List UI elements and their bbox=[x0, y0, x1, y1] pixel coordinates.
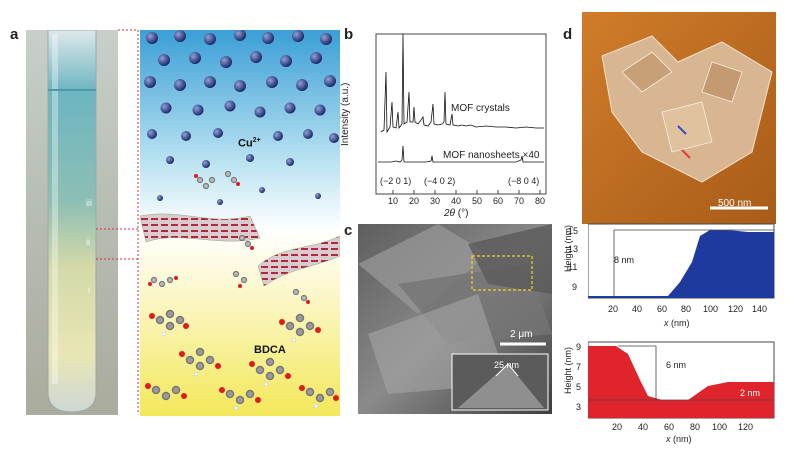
panel-a-label: a bbox=[10, 26, 19, 43]
height-profile-1 bbox=[588, 223, 775, 299]
profile2-xtick-40: 40 bbox=[638, 422, 649, 432]
xrd-tick-50: 50 bbox=[472, 196, 483, 206]
profile1-ytick-13: 13 bbox=[568, 244, 579, 254]
legend-mof-crystals: MOF crystals bbox=[451, 103, 510, 114]
xrd-ylabel: Intensity (a.u.) bbox=[340, 82, 351, 146]
profile1-xtick-20: 20 bbox=[608, 304, 619, 314]
profile2-xtick-80: 80 bbox=[690, 422, 701, 432]
xrd-tick-70: 70 bbox=[514, 196, 525, 206]
sem-image bbox=[358, 224, 552, 414]
profile2-ytick-7: 7 bbox=[576, 362, 582, 372]
profile2-xtick-120: 120 bbox=[738, 422, 754, 432]
scheme-ion-label: Cu2+ bbox=[238, 137, 261, 150]
peak-label-201: (−2 0 1) bbox=[380, 176, 412, 186]
test-tube-photo bbox=[26, 30, 118, 415]
profile2-xtick-20: 20 bbox=[612, 422, 623, 432]
panel-b-label: b bbox=[344, 26, 354, 43]
profile1-xtick-60: 60 bbox=[657, 304, 668, 314]
profile1-xtick-40: 40 bbox=[632, 304, 643, 314]
profile1-xtick-100: 100 bbox=[703, 304, 719, 314]
xrd-tick-60: 60 bbox=[493, 196, 504, 206]
tube-label-ii: ii bbox=[86, 237, 90, 247]
xrd-tick-40: 40 bbox=[451, 196, 462, 206]
profile2-ylabel: Height (nm) bbox=[563, 346, 573, 394]
scheme-linker-label: BDCA bbox=[254, 344, 286, 356]
peak-label-402: (−4 0 2) bbox=[424, 176, 456, 186]
sem-inset-label: 25 nm bbox=[494, 360, 520, 370]
tube-label-i: i bbox=[88, 285, 90, 295]
tube-label-iii: iii bbox=[86, 198, 92, 208]
profile2-annotation-6nm: 6 nm bbox=[666, 360, 687, 370]
profile2-ytick-9: 9 bbox=[576, 342, 582, 352]
profile2-xlabel: x (nm) bbox=[666, 434, 692, 444]
cu-ions bbox=[144, 30, 339, 205]
afm-image bbox=[582, 12, 776, 224]
bdca-molecules bbox=[145, 309, 339, 411]
sem-scalebar-label: 2 μm bbox=[510, 329, 533, 340]
peak-label-804: (−8 0 4) bbox=[508, 176, 540, 186]
profile1-xtick-140: 140 bbox=[752, 304, 768, 314]
profile1-xtick-120: 120 bbox=[728, 304, 744, 314]
xrd-xlabel: 2θ (°) bbox=[444, 208, 469, 219]
height-profile-2 bbox=[588, 341, 775, 419]
xrd-chart bbox=[375, 33, 547, 195]
profile2-ytick-3: 3 bbox=[576, 402, 582, 412]
xrd-tick-30: 30 bbox=[430, 196, 441, 206]
legend-mof-nanosheets: MOF nanosheets ×40 bbox=[443, 150, 540, 161]
panel-d-label: d bbox=[563, 26, 573, 43]
xrd-tick-10: 10 bbox=[388, 196, 399, 206]
growth-scheme bbox=[140, 30, 340, 416]
profile1-ylabel: Height (nm) bbox=[563, 224, 573, 272]
afm-scalebar-label: 500 nm bbox=[718, 198, 752, 209]
panel-c-label: c bbox=[344, 222, 353, 239]
profile2-xtick-100: 100 bbox=[712, 422, 728, 432]
profile1-xtick-80: 80 bbox=[681, 304, 692, 314]
xrd-tick-20: 20 bbox=[409, 196, 420, 206]
xrd-tick-80: 80 bbox=[535, 196, 546, 206]
profile1-xlabel: x (nm) bbox=[664, 318, 690, 328]
profile2-xtick-60: 60 bbox=[664, 422, 675, 432]
profile1-annotation: 8 nm bbox=[614, 255, 635, 265]
profile2-annotation-2nm: 2 nm bbox=[740, 388, 761, 398]
profile1-ytick-15: 15 bbox=[568, 226, 579, 236]
profile2-ytick-5: 5 bbox=[576, 382, 582, 392]
profile1-ytick-9: 9 bbox=[572, 282, 578, 292]
profile1-ytick-11: 11 bbox=[568, 262, 578, 272]
